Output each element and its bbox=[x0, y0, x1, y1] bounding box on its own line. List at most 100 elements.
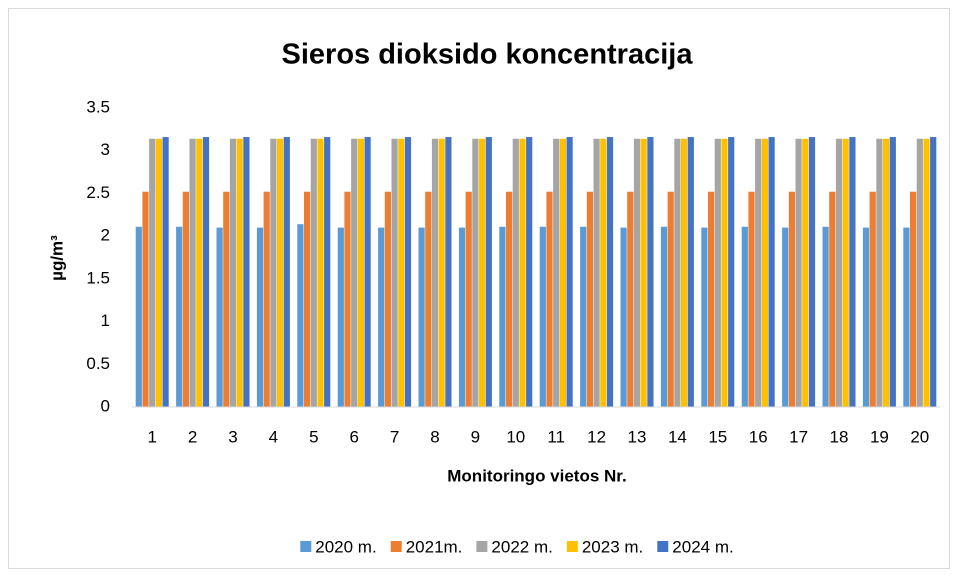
bar bbox=[539, 226, 546, 407]
bar bbox=[721, 138, 728, 408]
bar bbox=[788, 191, 795, 407]
bar bbox=[930, 137, 937, 407]
bar bbox=[384, 191, 391, 407]
bar bbox=[923, 138, 930, 408]
y-axis-label: µg/m³ bbox=[47, 235, 66, 281]
x-tick-label: 9 bbox=[471, 427, 480, 446]
y-tick-label: 2 bbox=[101, 226, 110, 245]
bar bbox=[802, 138, 809, 408]
bar bbox=[748, 191, 755, 407]
bar bbox=[324, 137, 331, 407]
bar bbox=[869, 191, 876, 407]
bar bbox=[485, 137, 492, 407]
bar bbox=[835, 138, 843, 408]
bar bbox=[566, 137, 573, 407]
bar bbox=[196, 138, 203, 408]
x-tick-label: 18 bbox=[830, 427, 849, 446]
x-axis-label: Monitoringo vietos Nr. bbox=[447, 466, 626, 485]
bar bbox=[182, 191, 189, 407]
bar bbox=[593, 138, 600, 408]
bar bbox=[438, 138, 445, 408]
bar bbox=[506, 191, 513, 407]
bar bbox=[499, 226, 506, 407]
bar bbox=[640, 138, 647, 408]
bar bbox=[445, 137, 452, 407]
bar bbox=[297, 224, 304, 407]
x-tick-label: 12 bbox=[587, 427, 606, 446]
bar bbox=[229, 138, 237, 408]
legend-swatch bbox=[476, 541, 488, 552]
bar bbox=[317, 138, 324, 408]
bar bbox=[398, 138, 405, 408]
bar bbox=[304, 191, 311, 407]
bar bbox=[633, 138, 641, 408]
bar bbox=[149, 138, 156, 408]
bar bbox=[418, 227, 425, 407]
bar bbox=[862, 227, 870, 407]
x-tick-label: 7 bbox=[390, 427, 399, 446]
bar bbox=[586, 191, 593, 407]
bar bbox=[795, 138, 802, 408]
bar bbox=[620, 227, 627, 407]
bar bbox=[829, 191, 836, 407]
x-tick-label: 11 bbox=[547, 427, 565, 446]
bar bbox=[903, 227, 910, 407]
bar bbox=[189, 138, 196, 408]
bar bbox=[849, 137, 856, 407]
y-tick-label: 3.5 bbox=[86, 97, 110, 116]
bar bbox=[431, 138, 439, 408]
bar bbox=[910, 191, 917, 407]
x-tick-label: 17 bbox=[789, 427, 808, 446]
x-tick-label: 3 bbox=[228, 427, 237, 446]
bar bbox=[681, 138, 688, 408]
bar bbox=[472, 138, 479, 408]
bar bbox=[741, 226, 748, 407]
bar bbox=[768, 137, 775, 407]
bar bbox=[701, 227, 708, 407]
bar bbox=[559, 138, 566, 408]
bar bbox=[842, 138, 849, 408]
bar bbox=[546, 191, 553, 407]
bar bbox=[351, 138, 358, 408]
bar bbox=[162, 137, 169, 407]
bar bbox=[714, 138, 721, 408]
bar bbox=[519, 138, 526, 408]
bar bbox=[364, 137, 371, 407]
x-tick-label: 16 bbox=[749, 427, 768, 446]
y-tick-label: 1.5 bbox=[86, 268, 110, 287]
bar bbox=[808, 137, 816, 407]
bar bbox=[277, 138, 284, 408]
bar bbox=[283, 137, 290, 407]
x-tick-label: 13 bbox=[628, 427, 647, 446]
bar bbox=[674, 138, 681, 408]
bar bbox=[883, 138, 890, 408]
bar bbox=[647, 137, 654, 407]
x-tick-label: 5 bbox=[309, 427, 318, 446]
bar bbox=[876, 138, 883, 408]
y-tick-label: 2.5 bbox=[86, 183, 110, 202]
bar bbox=[378, 227, 385, 407]
bar bbox=[782, 227, 789, 407]
bar bbox=[660, 226, 668, 407]
bar bbox=[176, 226, 183, 407]
bar bbox=[310, 138, 317, 408]
bar bbox=[256, 227, 264, 407]
legend-swatch bbox=[566, 541, 578, 552]
legend-swatch bbox=[390, 541, 402, 552]
legend-swatch bbox=[300, 541, 312, 552]
legend-swatch bbox=[657, 541, 669, 552]
bar bbox=[337, 227, 344, 407]
x-tick-label: 2 bbox=[188, 427, 197, 446]
bar bbox=[600, 138, 607, 408]
bar bbox=[465, 191, 472, 407]
bar bbox=[458, 227, 466, 407]
bar bbox=[344, 191, 351, 407]
bar bbox=[512, 138, 519, 408]
x-tick-label: 10 bbox=[506, 427, 525, 446]
bar bbox=[708, 191, 715, 407]
x-tick-label: 15 bbox=[708, 427, 727, 446]
bar bbox=[627, 191, 634, 407]
bar bbox=[761, 138, 768, 408]
y-tick-label: 0 bbox=[101, 396, 110, 415]
